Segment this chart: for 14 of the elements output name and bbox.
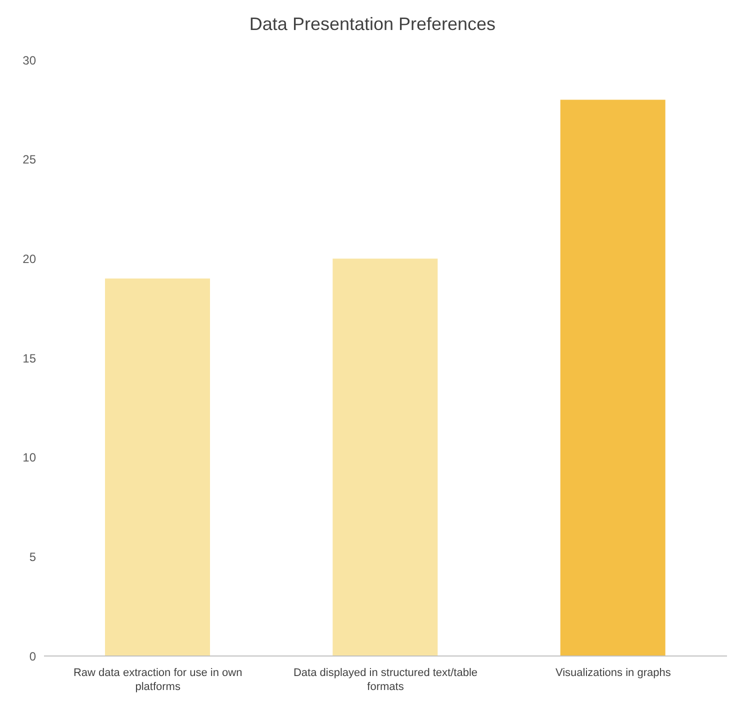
x-tick-label: Data displayed in structured text/table formats — [293, 667, 478, 693]
y-tick-label: 25 — [22, 152, 36, 167]
bar — [105, 278, 210, 656]
y-tick-label: 0 — [29, 649, 36, 664]
chart-title: Data Presentation Preferences — [248, 13, 497, 36]
y-tick-label: 5 — [29, 550, 36, 564]
y-tick-label: 10 — [22, 450, 36, 465]
x-tick-label: Raw data extraction for use in own platforms — [73, 667, 242, 693]
y-tick-label: 30 — [22, 53, 36, 68]
y-tick-label: 15 — [22, 351, 36, 366]
bar — [332, 258, 438, 656]
x-tick-label: Visualizations in graphs — [555, 667, 672, 679]
bar — [560, 100, 666, 656]
y-tick-label: 20 — [22, 252, 36, 266]
